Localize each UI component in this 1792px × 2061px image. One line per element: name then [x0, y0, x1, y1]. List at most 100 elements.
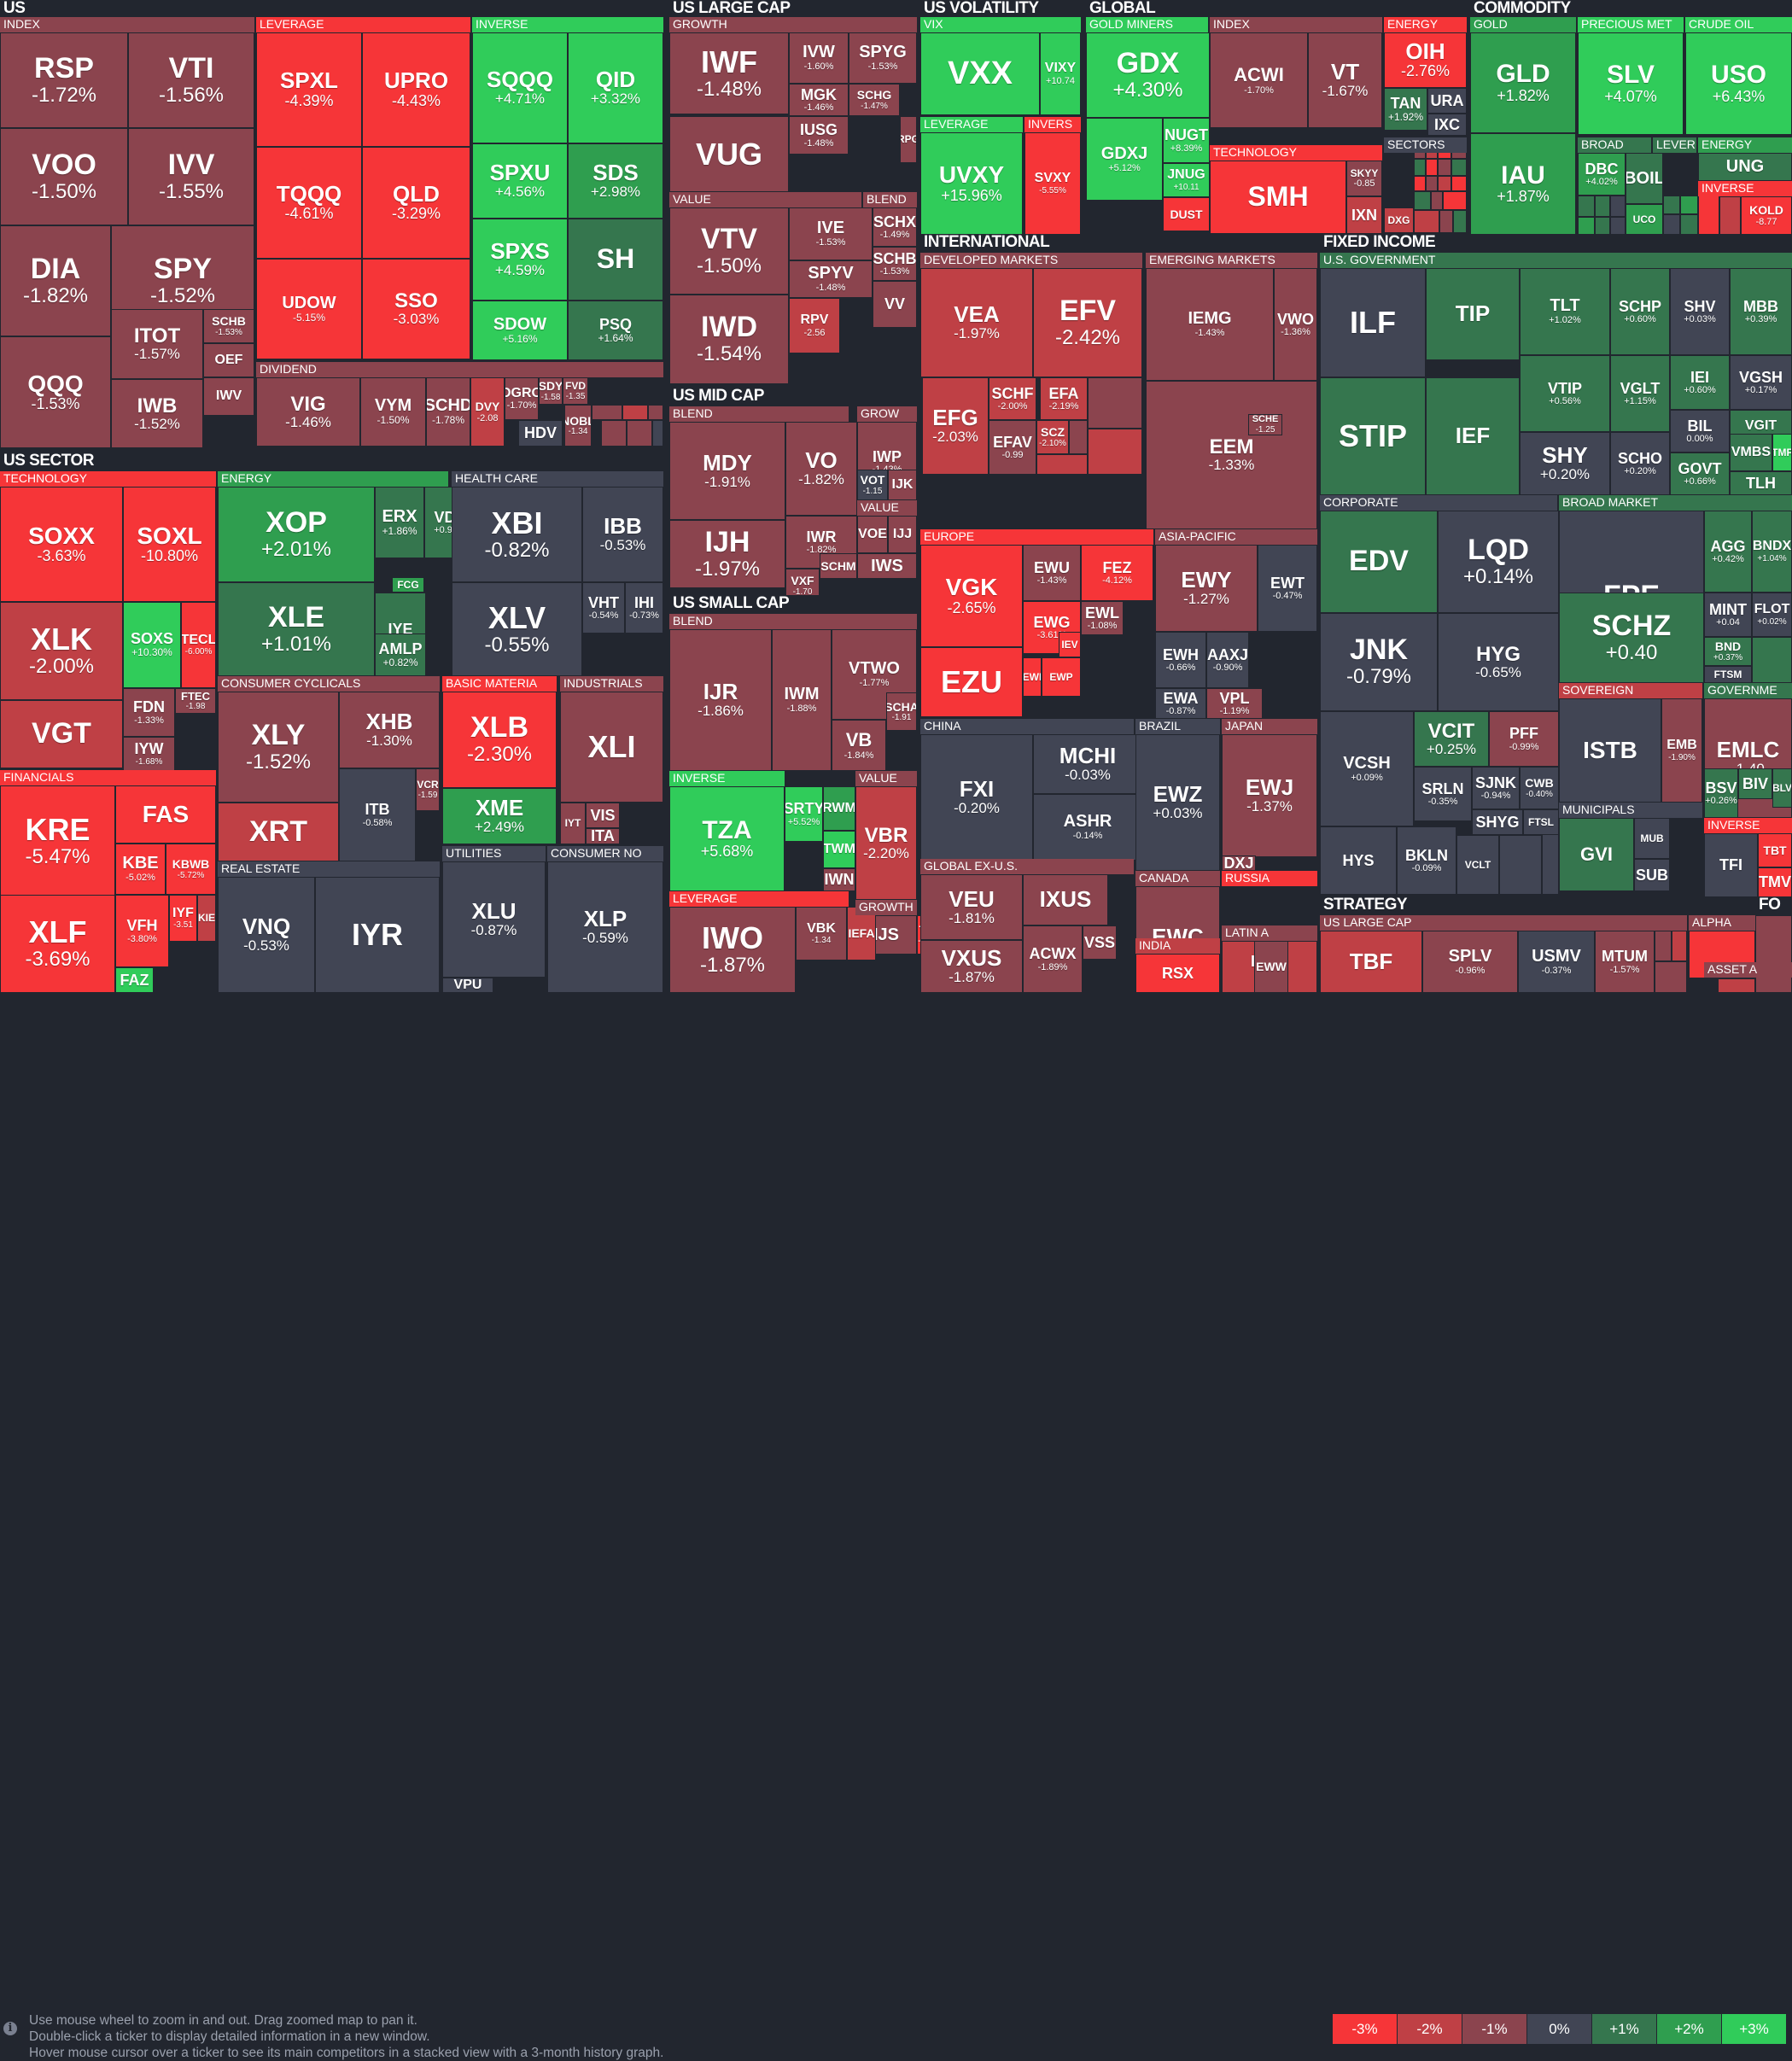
ticker-tile-dbc[interactable]: DBC +4.02% — [1578, 153, 1626, 196]
ticker-tile-qqq[interactable]: QQQ -1.53% — [0, 336, 111, 448]
ticker-tile-schd[interactable]: SCHD -1.78% — [426, 377, 470, 447]
ticker-tile-stip[interactable]: STIP — [1320, 377, 1426, 495]
ticker-tile-fcg[interactable]: FCG — [392, 577, 424, 593]
ticker-tile-sdow[interactable]: SDOW +5.16% — [472, 301, 568, 360]
ticker-tile-tmf[interactable]: TMF — [1772, 434, 1792, 471]
heatmap-cell[interactable] — [1672, 931, 1687, 961]
ticker-tile-ewl[interactable]: EWL -1.08% — [1081, 601, 1124, 635]
ticker-tile-iev[interactable]: IEV — [1059, 632, 1081, 657]
ticker-tile-vmbs[interactable]: VMBS — [1730, 434, 1772, 471]
heatmap-cell[interactable] — [1439, 210, 1453, 233]
heatmap-cell[interactable] — [1752, 637, 1792, 683]
heatmap-cell[interactable] — [1655, 961, 1687, 993]
heatmap-cell[interactable] — [1414, 159, 1426, 176]
ticker-tile-srln[interactable]: SRLN -0.35% — [1414, 767, 1472, 821]
heatmap-cell[interactable] — [1755, 915, 1792, 993]
ticker-tile-xhb[interactable]: XHB -1.30% — [339, 692, 440, 768]
ticker-tile-ixc[interactable]: IXC — [1427, 114, 1467, 136]
heatmap-cell[interactable] — [1663, 196, 1680, 214]
ticker-tile-soxs[interactable]: SOXS +10.30% — [123, 602, 181, 688]
ticker-tile-ftec[interactable]: FTEC -1.98 — [175, 688, 216, 714]
ticker-tile-sdy[interactable]: SDY -1.58 — [539, 377, 563, 405]
ticker-tile-schz[interactable]: SCHZ +0.40 — [1559, 593, 1704, 683]
ticker-tile-edv[interactable]: EDV — [1320, 511, 1438, 613]
ticker-tile-xlu[interactable]: XLU -0.87% — [442, 861, 546, 978]
ticker-tile-kie[interactable]: KIE — [197, 895, 216, 942]
ticker-tile-rsp[interactable]: RSP -1.72% — [0, 32, 128, 128]
ticker-tile-bkln[interactable]: BKLN -0.09% — [1397, 826, 1456, 895]
ticker-tile-sds[interactable]: SDS +2.98% — [568, 143, 663, 219]
ticker-tile-shyg[interactable]: SHYG — [1472, 809, 1523, 835]
ticker-tile-istb[interactable]: ISTB — [1559, 698, 1661, 803]
ticker-tile-lqd[interactable]: LQD +0.14% — [1438, 511, 1559, 613]
ticker-tile-ftsl[interactable]: FTSL — [1523, 809, 1559, 835]
ticker-tile-ibb[interactable]: IBB -0.53% — [582, 487, 663, 582]
ticker-tile-bnd[interactable]: BND +0.37% — [1704, 637, 1752, 666]
heatmap-cell[interactable] — [1680, 196, 1698, 214]
ticker-tile-mtum[interactable]: MTUM -1.57% — [1595, 931, 1655, 993]
ticker-tile-iyr[interactable]: IYR — [315, 877, 440, 993]
ticker-tile-scha[interactable]: SCHA -1.91 — [886, 692, 917, 731]
ticker-tile-hys[interactable]: HYS — [1320, 826, 1397, 895]
ticker-tile-ivv[interactable]: IVV -1.55% — [128, 128, 254, 225]
ticker-tile-kold[interactable]: KOLD -8.77 — [1741, 196, 1792, 235]
ticker-tile-vtip[interactable]: VTIP +0.56% — [1520, 355, 1610, 432]
ticker-tile-iwf[interactable]: IWF -1.48% — [669, 32, 789, 114]
ticker-tile-dvy[interactable]: DVY -2.08 — [470, 377, 505, 447]
ticker-tile-uco[interactable]: UCO — [1626, 204, 1663, 235]
ticker-tile-bil[interactable]: BIL 0.00% — [1670, 410, 1730, 452]
ticker-tile-spxl[interactable]: SPXL -4.39% — [256, 32, 362, 147]
ticker-tile-xly[interactable]: XLY -1.52% — [218, 692, 339, 803]
ticker-tile-tlh[interactable]: TLH — [1730, 471, 1792, 495]
ticker-tile-spyg[interactable]: SPYG -1.53% — [849, 32, 917, 84]
ticker-tile-schm[interactable]: SCHM — [820, 553, 857, 579]
ticker-tile-schx[interactable]: SCHX -1.49% — [873, 207, 917, 247]
ticker-tile-efv[interactable]: EFV -2.42% — [1033, 268, 1142, 377]
ticker-tile-bndx[interactable]: BNDX +1.04% — [1752, 511, 1792, 593]
ticker-tile-xle[interactable]: XLE +1.01% — [218, 582, 375, 676]
heatmap-cell[interactable] — [1680, 214, 1698, 235]
ticker-tile-vpl[interactable]: VPL -1.19% — [1206, 688, 1263, 719]
ticker-tile-ewh[interactable]: EWH -0.66% — [1155, 632, 1206, 688]
heatmap-cell[interactable] — [1718, 978, 1755, 993]
ticker-tile-sh[interactable]: SH — [568, 219, 663, 301]
ticker-tile-iwo[interactable]: IWO -1.87% — [669, 907, 796, 993]
ticker-tile-iefa[interactable]: IEFA — [847, 907, 876, 960]
ticker-tile-shv[interactable]: SHV +0.03% — [1670, 268, 1730, 355]
ticker-tile-vpu[interactable]: VPU — [442, 978, 493, 993]
ticker-tile-vxx[interactable]: VXX — [920, 32, 1040, 115]
ticker-tile-vwo[interactable]: VWO -1.36% — [1274, 268, 1317, 381]
ticker-tile-ewt[interactable]: EWT -0.47% — [1258, 545, 1317, 632]
ticker-tile-vbr[interactable]: VBR -2.20% — [855, 786, 917, 900]
ticker-tile-ilf[interactable]: ILF — [1320, 268, 1426, 377]
ticker-tile-iusg[interactable]: IUSG -1.48% — [789, 116, 849, 155]
ticker-tile-sche[interactable]: SCHE -1.25 — [1248, 414, 1282, 435]
ticker-tile-qld[interactable]: QLD -3.29% — [362, 147, 470, 259]
ticker-tile-flot[interactable]: FLOT +0.02% — [1752, 593, 1792, 637]
heatmap-cell[interactable] — [1595, 196, 1610, 217]
ticker-tile-ewj[interactable]: EWJ -1.37% — [1222, 734, 1317, 857]
ticker-tile-rpg[interactable]: RPG — [900, 116, 917, 163]
ticker-tile-udow[interactable]: UDOW -5.15% — [256, 259, 362, 359]
ticker-tile-iyt[interactable]: IYT — [560, 803, 586, 844]
ticker-tile-nugt[interactable]: NUGT +8.39% — [1163, 118, 1210, 163]
ticker-tile-ief[interactable]: IEF — [1426, 377, 1520, 495]
heatmap-cell[interactable] — [1499, 835, 1542, 895]
ticker-tile-iwd[interactable]: IWD -1.54% — [669, 295, 789, 384]
ticker-tile-vss[interactable]: VSS — [1083, 925, 1117, 960]
ticker-tile-iemg[interactable]: IEMG -1.43% — [1146, 268, 1274, 381]
ticker-tile-ewy[interactable]: EWY -1.27% — [1155, 545, 1258, 632]
ticker-tile-vv[interactable]: VV — [873, 281, 917, 328]
ticker-tile-efav[interactable]: EFAV -0.99 — [989, 420, 1036, 475]
ticker-tile-scho[interactable]: SCHO +0.20% — [1610, 432, 1670, 495]
heatmap-cell[interactable] — [1414, 191, 1431, 210]
ticker-tile-schb[interactable]: SCHB -1.53% — [873, 247, 917, 281]
ticker-tile-vtwo[interactable]: VTWO -1.77% — [832, 629, 917, 720]
heatmap-cell[interactable] — [1595, 217, 1610, 235]
ticker-tile-pff[interactable]: PFF -0.99% — [1489, 711, 1559, 767]
ticker-tile-spyv[interactable]: SPYV -1.48% — [789, 260, 873, 298]
ticker-tile-ftsm[interactable]: FTSM — [1704, 666, 1752, 683]
heatmap-cell[interactable] — [1663, 214, 1680, 235]
ticker-tile-xop[interactable]: XOP +2.01% — [218, 487, 375, 582]
